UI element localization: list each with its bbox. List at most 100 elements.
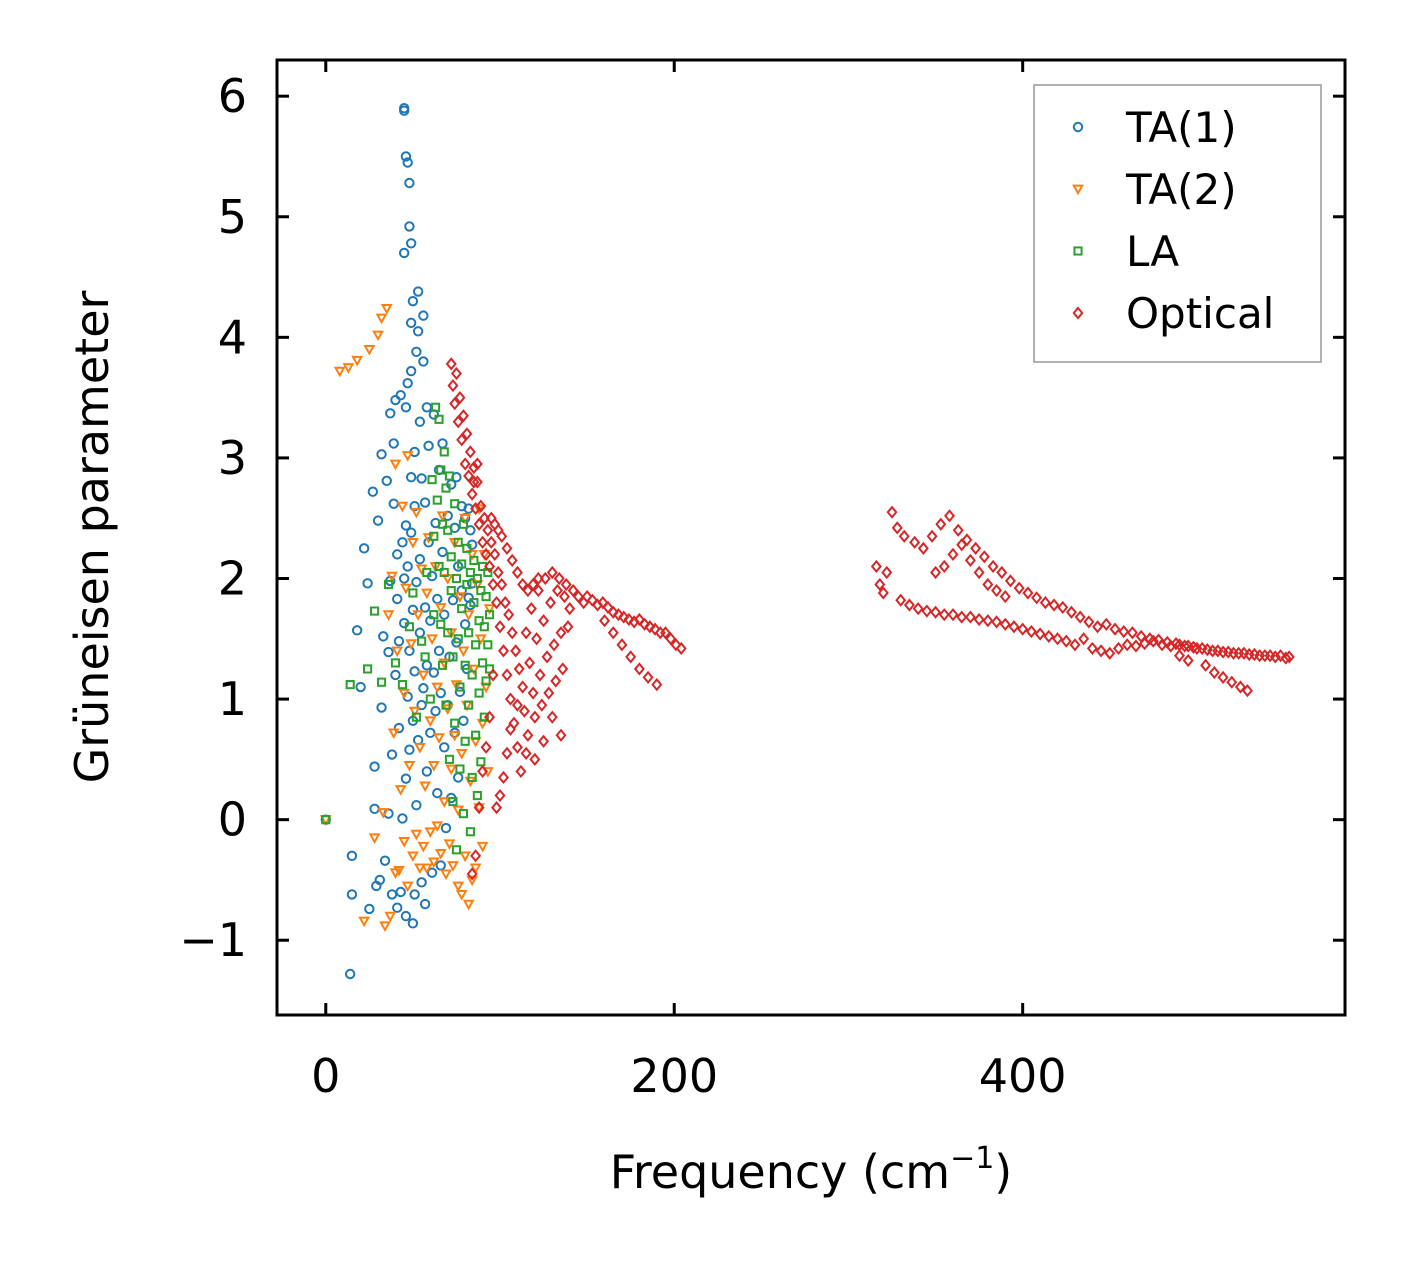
data-point-optical — [1208, 665, 1220, 680]
data-point-ta-1 — [362, 578, 373, 589]
data-point-ta-1 — [456, 585, 467, 596]
data-point-ta-2 — [410, 507, 423, 519]
data-point-la — [448, 797, 458, 807]
data-point-ta-1 — [418, 683, 429, 694]
data-point-ta-2 — [420, 863, 433, 875]
data-point-ta-2 — [403, 761, 416, 772]
data-point-optical — [1078, 632, 1090, 646]
data-point-ta-1 — [439, 742, 450, 753]
data-point-ta-1 — [367, 486, 379, 497]
data-point-optical — [461, 427, 473, 441]
legend-label-ta-1: TA(1) — [1125, 103, 1237, 152]
data-point-la — [408, 588, 418, 598]
data-point-ta-2 — [382, 610, 395, 621]
data-point-la — [420, 652, 430, 662]
data-point-la — [474, 616, 484, 626]
data-point-optical — [898, 529, 910, 543]
data-point-ta-1 — [386, 749, 398, 760]
data-point-optical — [489, 547, 501, 561]
data-point-ta-2 — [474, 634, 487, 646]
legend-label-la: LA — [1126, 227, 1179, 276]
data-point-optical — [525, 602, 537, 616]
data-point-la — [484, 610, 495, 620]
data-point-optical — [964, 610, 976, 624]
data-point-la — [457, 559, 467, 569]
data-point-optical — [973, 565, 985, 580]
data-point-la — [450, 499, 460, 509]
data-point-la — [481, 592, 491, 602]
x-tick-label: 400 — [979, 1049, 1067, 1103]
data-point-ta-1 — [419, 898, 431, 910]
series-la — [321, 402, 495, 855]
data-point-optical — [964, 553, 976, 568]
y-tick-label: 3 — [218, 431, 247, 485]
data-point-la — [448, 652, 458, 662]
data-point-optical — [1095, 644, 1107, 658]
data-point-la — [451, 573, 462, 584]
data-point-la — [476, 585, 486, 596]
data-point-optical — [513, 662, 525, 676]
data-point-optical — [473, 517, 485, 531]
data-point-ta-1 — [392, 902, 403, 913]
data-point-ta-2 — [426, 634, 438, 646]
data-point-optical — [501, 746, 513, 760]
data-point-optical — [639, 617, 651, 631]
legend-box — [1033, 84, 1322, 363]
data-point-optical — [466, 487, 478, 501]
data-point-ta-1 — [393, 635, 405, 647]
data-point-ta-2 — [434, 603, 447, 614]
data-point-optical — [503, 608, 515, 622]
data-point-ta-1 — [392, 593, 403, 605]
data-point-optical — [466, 867, 478, 881]
data-point-optical — [1052, 632, 1064, 646]
data-point-optical — [524, 656, 536, 670]
data-point-optical — [938, 559, 950, 574]
data-point-optical — [660, 626, 672, 640]
data-point-ta-2 — [431, 682, 444, 694]
data-point-optical — [459, 457, 471, 471]
data-point-ta-2 — [394, 785, 407, 796]
data-point-optical — [1275, 649, 1287, 663]
data-point-optical — [492, 565, 504, 580]
data-point-optical — [529, 710, 541, 724]
data-point-optical — [1017, 622, 1029, 636]
data-point-ta-1 — [419, 497, 431, 508]
data-point-ta-2 — [363, 345, 376, 356]
data-point-ta-2 — [476, 841, 489, 853]
data-point-optical — [1060, 634, 1072, 648]
data-point-optical — [473, 800, 485, 815]
data-point-ta-2 — [372, 330, 384, 342]
data-point-optical — [1173, 649, 1185, 663]
data-point-ta-1 — [440, 822, 452, 834]
data-point-optical — [550, 674, 562, 688]
data-point-optical — [567, 583, 579, 598]
data-point-ta-1 — [351, 625, 363, 636]
data-point-optical — [449, 397, 461, 411]
data-point-ta-2 — [384, 911, 397, 923]
data-point-optical — [531, 632, 543, 646]
data-point-ta-1 — [405, 527, 417, 538]
data-point-optical — [982, 577, 994, 592]
data-point-optical — [978, 550, 990, 564]
data-point-la — [443, 525, 453, 535]
data-point-optical — [456, 433, 468, 447]
data-point-optical — [1280, 651, 1292, 665]
data-point-la — [430, 402, 441, 412]
data-point-la — [425, 694, 435, 704]
data-point-optical — [480, 740, 492, 754]
data-point-optical — [930, 565, 942, 580]
data-point-la — [471, 640, 481, 650]
data-point-la — [441, 483, 451, 493]
data-point-optical — [499, 596, 511, 610]
data-point-optical — [534, 668, 546, 682]
data-point-ta-2 — [459, 513, 472, 525]
data-point-optical — [1118, 624, 1130, 639]
data-point-optical — [670, 638, 682, 652]
data-point-optical — [494, 620, 506, 634]
data-point-ta-1 — [374, 874, 385, 886]
data-point-ta-2 — [413, 863, 426, 875]
data-point-optical — [935, 517, 947, 531]
data-point-optical — [649, 622, 661, 636]
data-point-la — [457, 604, 467, 614]
data-point-ta-1 — [409, 889, 420, 900]
